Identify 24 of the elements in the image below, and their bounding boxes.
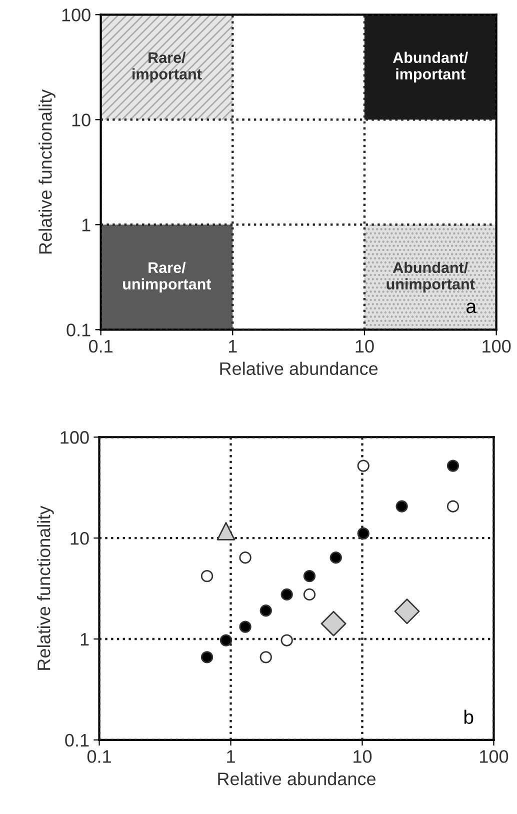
y-tick-label: 0.1 — [66, 324, 90, 336]
y-tick-label: 100 — [60, 431, 89, 444]
x-tick-label: 10 — [354, 750, 372, 763]
x-axis-title: Relative abundance — [218, 772, 376, 786]
data-label: Rare/ unimportant — [123, 262, 212, 293]
x-tick-label: 100 — [482, 340, 511, 353]
x-tick-label: 1 — [227, 750, 235, 763]
y-axis-title: Relative functionality — [38, 89, 56, 254]
y-tick-label: 0.1 — [65, 734, 89, 747]
x-tick-label: 1 — [229, 340, 237, 352]
annotation: a — [466, 302, 477, 314]
y-tick-label: 1 — [80, 633, 89, 646]
y-axis-title: Relative functionality — [37, 506, 54, 670]
annotation: b — [464, 710, 474, 724]
y-tick-label: 10 — [70, 532, 89, 545]
data-label: Rare/ important — [132, 52, 202, 83]
x-axis-title: Relative abundance — [220, 362, 378, 376]
x-tick-label: 10 — [356, 340, 374, 353]
data-label: Abundant/ unimportant — [386, 262, 475, 293]
y-tick-label: 10 — [72, 114, 90, 126]
x-tick-label: 100 — [480, 750, 508, 763]
y-tick-label: 1 — [82, 218, 90, 232]
data-label: Abundant/ important — [392, 52, 468, 83]
y-tick-label: 100 — [62, 8, 90, 22]
